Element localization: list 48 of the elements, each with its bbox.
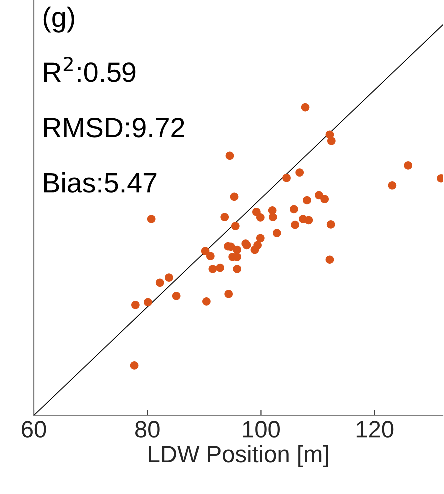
point [301,103,310,112]
point [233,246,242,254]
point [216,264,224,272]
point [206,252,215,261]
point [404,162,413,170]
x-tick-label: 60 [22,421,46,438]
point [172,292,181,300]
point [326,256,334,264]
point [233,265,242,274]
point [256,234,265,243]
point [130,362,139,370]
x-tick-label: 120 [356,421,394,438]
point [326,220,336,229]
point [296,168,304,177]
point [304,216,314,225]
annotation: Bias:5.47 [44,172,157,193]
point [220,213,230,222]
x-tick-label: 80 [136,421,160,438]
point [320,195,330,204]
point [252,208,261,216]
point [256,214,265,222]
annotation: RMSD:9.72 [44,118,184,138]
point [291,220,300,230]
point [327,136,336,146]
point [268,213,278,222]
point [132,300,140,310]
point [314,191,324,200]
point [303,196,312,205]
point [202,297,211,306]
point [165,274,174,282]
point [201,247,210,256]
point [282,174,291,182]
point [144,298,152,307]
point [156,278,164,288]
point [147,215,156,224]
annotation: (g) [44,6,74,33]
point [388,181,397,190]
point [290,205,298,214]
point [231,222,240,230]
x-tick-label: 100 [243,421,280,438]
point [250,246,260,254]
point [226,152,234,160]
point [272,229,282,238]
point [208,265,218,274]
x-axis-title: LDW Position [m] [149,445,328,468]
point [230,192,239,202]
point [224,290,234,298]
annotation: R$^{2}$:0.59 [44,56,136,82]
